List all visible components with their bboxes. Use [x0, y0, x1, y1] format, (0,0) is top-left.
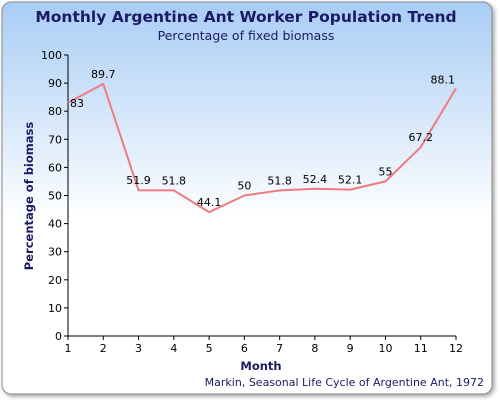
y-tick-label: 90 [48, 77, 62, 90]
data-label: 89.7 [91, 68, 116, 81]
data-label: 55 [378, 165, 392, 178]
y-tick-label: 0 [55, 330, 62, 343]
x-tick-label: 5 [206, 342, 213, 355]
y-tick-label: 20 [48, 274, 62, 287]
x-tick-label: 2 [100, 342, 107, 355]
data-label: 52.1 [338, 174, 363, 187]
x-tick-label: 3 [135, 342, 142, 355]
x-tick-label: 8 [311, 342, 318, 355]
source-note: Markin, Seasonal Life Cycle of Argentine… [205, 376, 484, 389]
chart-frame [1, 1, 493, 395]
x-tick-label: 9 [347, 342, 354, 355]
y-tick-label: 80 [48, 105, 62, 118]
x-axis-label: Month [240, 359, 281, 373]
x-tick-label: 10 [378, 342, 392, 355]
data-label: 51.9 [126, 174, 151, 187]
y-tick-label: 30 [48, 246, 62, 259]
chart-title: Monthly Argentine Ant Worker Population … [35, 8, 456, 26]
series-line [67, 82, 457, 214]
data-label: 51.8 [162, 174, 187, 187]
y-tick-label: 60 [48, 161, 62, 174]
data-label: 50 [237, 180, 251, 193]
y-tick-label: 70 [48, 133, 62, 146]
data-label: 44.1 [197, 196, 222, 209]
chart-subtitle: Percentage of fixed biomass [158, 28, 335, 43]
y-tick-label: 50 [48, 190, 62, 203]
x-tick-label: 12 [449, 342, 463, 355]
x-tick-label: 6 [241, 342, 248, 355]
data-label: 67.2 [408, 131, 433, 144]
y-tick-label: 100 [41, 49, 62, 62]
x-tick-label: 7 [276, 342, 283, 355]
x-tick-label: 4 [170, 342, 177, 355]
data-label: 88.1 [431, 73, 456, 86]
x-tick-label: 11 [414, 342, 428, 355]
data-label: 52.4 [303, 173, 328, 186]
x-tick-label: 1 [65, 342, 72, 355]
data-label: 51.8 [267, 174, 292, 187]
y-axis-label: Percentage of biomass [22, 122, 36, 271]
data-label: 83 [70, 97, 84, 110]
y-tick-label: 10 [48, 302, 62, 315]
y-tick-label: 40 [48, 218, 62, 231]
